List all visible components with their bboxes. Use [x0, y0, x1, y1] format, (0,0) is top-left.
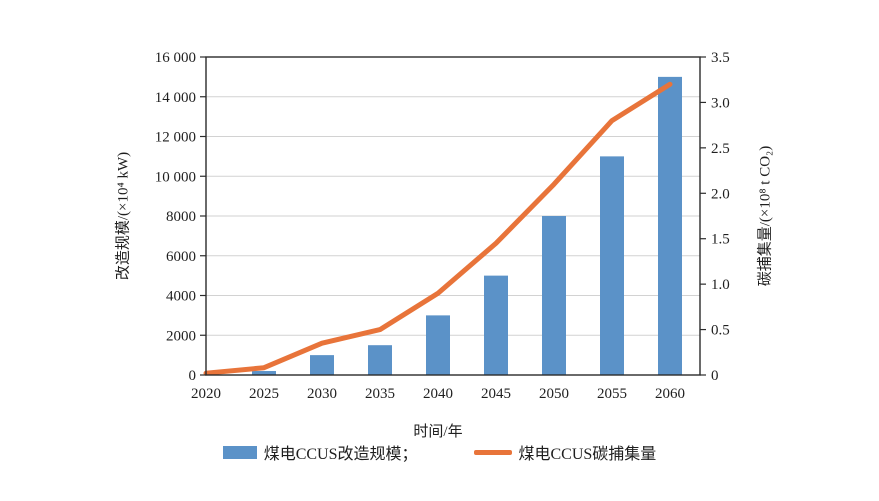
x-axis-title: 时间/年	[413, 424, 463, 440]
x-tick-label: 2050	[539, 386, 569, 402]
right-axis-title: 碳捕集量/(×10⁸ t CO₂)	[757, 145, 774, 287]
right-tick-label: 1.5	[711, 232, 730, 248]
left-tick-label: 10 000	[155, 169, 196, 185]
x-tick-label: 2030	[307, 386, 337, 402]
bar-2055	[600, 156, 624, 375]
left-tick-label: 8000	[166, 209, 196, 225]
bar-2025	[252, 371, 276, 375]
left-tick-label: 2000	[166, 328, 196, 344]
right-tick-label: 3.5	[711, 50, 730, 66]
x-tick-label: 2040	[423, 386, 453, 402]
bar-2030	[310, 355, 334, 375]
line-series	[203, 81, 673, 376]
legend-label-line-series: 煤电CCUS碳捕集量	[518, 446, 657, 463]
x-tick-label: 2035	[365, 386, 395, 402]
legend: 煤电CCUS改造规模； 煤电CCUS碳捕集量	[0, 440, 879, 464]
right-tick-label: 2.0	[711, 186, 730, 202]
left-tick-label: 12 000	[155, 130, 196, 146]
bar-2040	[426, 315, 450, 375]
x-tick-label: 2025	[249, 386, 279, 402]
line-series-swatch-icon	[473, 449, 512, 455]
left-tick-label: 14 000	[155, 90, 196, 106]
x-tick-label: 2020	[191, 386, 221, 402]
legend-label-bar-series: 煤电CCUS改造规模；	[263, 446, 418, 463]
right-tick-label: 0	[711, 368, 719, 384]
right-tick-label: 0.5	[711, 323, 730, 339]
right-tick-label: 2.5	[711, 141, 730, 157]
legend-item-bar-series: 煤电CCUS改造规模；	[222, 440, 418, 464]
left-tick-label: 16 000	[155, 50, 196, 66]
legend-item-line-series: 煤电CCUS碳捕集量	[473, 440, 657, 464]
bar-2035	[368, 345, 392, 375]
x-tick-label: 2045	[481, 386, 511, 402]
bar-2050	[542, 216, 566, 375]
x-tick-label: 2055	[597, 386, 627, 402]
left-axis-title: 改造规模/(×10⁴ kW)	[115, 151, 132, 281]
left-tick-label: 6000	[166, 249, 196, 265]
bar-2060	[658, 76, 682, 375]
bar-series-swatch-icon	[222, 445, 257, 459]
left-tick-label: 4000	[166, 289, 196, 305]
right-tick-label: 3.0	[711, 95, 730, 111]
right-tick-label: 1.0	[711, 277, 730, 293]
left-tick-label: 0	[189, 368, 197, 384]
x-tick-label: 2060	[655, 386, 685, 402]
bar-2045	[484, 275, 508, 375]
